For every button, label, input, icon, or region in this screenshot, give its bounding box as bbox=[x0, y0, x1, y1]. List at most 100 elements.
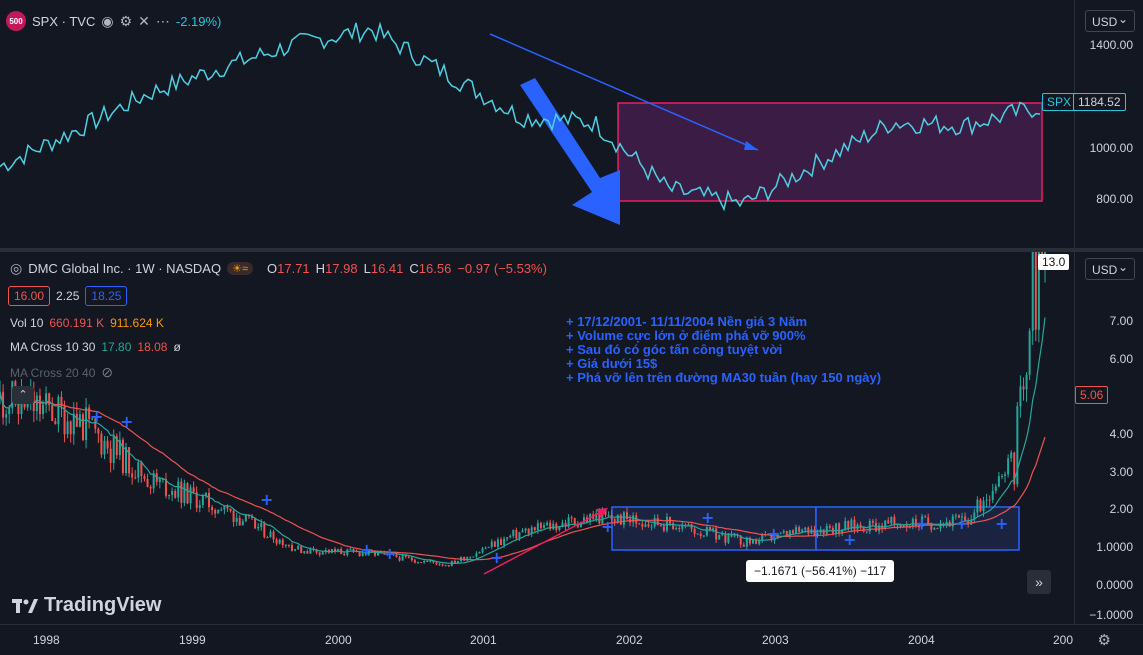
year-label: 1998 bbox=[33, 633, 60, 647]
candle-body bbox=[377, 552, 380, 556]
spx-currency-button[interactable]: USD bbox=[1085, 8, 1135, 32]
candle-body bbox=[512, 530, 515, 536]
spx-chart-canvas[interactable] bbox=[0, 0, 1075, 248]
candle-body bbox=[813, 529, 816, 536]
candle-body bbox=[936, 528, 939, 530]
tradingview-logo-icon bbox=[12, 598, 38, 613]
candle-body bbox=[699, 533, 702, 537]
spx-symbol-label[interactable]: SPX · TVC bbox=[32, 13, 96, 29]
candle-body bbox=[552, 523, 555, 529]
candle-body bbox=[976, 499, 979, 513]
candle-body bbox=[509, 535, 512, 538]
candle-body bbox=[444, 565, 447, 567]
settings-icon[interactable]: ⚙ bbox=[119, 12, 133, 29]
close-icon[interactable]: ✕ bbox=[138, 12, 150, 29]
candle-body bbox=[1022, 386, 1025, 390]
candle-body bbox=[226, 505, 229, 509]
candle-body bbox=[429, 560, 432, 562]
candle-body bbox=[973, 512, 976, 520]
candle-body bbox=[453, 560, 456, 564]
candle-body bbox=[742, 544, 745, 547]
bid-button[interactable]: 16.00 bbox=[8, 286, 51, 306]
tradingview-logo[interactable]: TradingView bbox=[12, 594, 161, 617]
collapse-legend-button[interactable]: ⌃ bbox=[12, 386, 34, 404]
candle-body bbox=[45, 393, 48, 405]
dmc-price-axis[interactable]: USD 7.00 6.00 4.00 3.00 2.00 1.0000 0.00… bbox=[1074, 252, 1143, 624]
annotation-line: + 17/12/2001- 11/11/2004 Nền giá 3 Năm bbox=[566, 314, 808, 329]
candle-body bbox=[570, 517, 573, 519]
candle-body bbox=[770, 533, 773, 541]
time-axis[interactable]: 1998 1999 2000 2001 2002 2003 2004 200 ⚙ bbox=[0, 624, 1143, 655]
volume-label[interactable]: Vol 10 bbox=[10, 316, 44, 330]
candle-body bbox=[174, 491, 177, 498]
earnings-icon[interactable]: ☀≈ bbox=[227, 262, 253, 275]
dmc-tick: 0.0000 bbox=[1096, 578, 1133, 592]
candle-body bbox=[164, 478, 167, 496]
candle-body bbox=[306, 551, 309, 554]
candle-body bbox=[5, 414, 8, 418]
candle-body bbox=[294, 549, 297, 551]
more-icon[interactable]: ⋯ bbox=[155, 12, 170, 29]
dmc-pane[interactable]: ++++++++++++++ ◎ DMC Global Inc. · 1W · … bbox=[0, 252, 1143, 624]
volume-marker: + bbox=[767, 524, 780, 543]
candle-body bbox=[100, 433, 103, 455]
spx-pane[interactable]: 500 SPX · TVC ◉ ⚙ ✕ ⋯ -2.19%) USD 1400.0… bbox=[0, 0, 1143, 248]
candle-body bbox=[795, 527, 798, 534]
ma-cross-value-3: ø bbox=[173, 340, 181, 354]
candle-body bbox=[675, 527, 678, 529]
volume-value-1: 660.191 K bbox=[49, 316, 105, 330]
scroll-to-latest-button[interactable]: » bbox=[1027, 570, 1051, 594]
candle-body bbox=[109, 448, 112, 463]
candle-body bbox=[957, 515, 960, 518]
dmc-last-price: 5.06 bbox=[1075, 386, 1109, 404]
volume-marker: + bbox=[120, 412, 133, 431]
candle-body bbox=[715, 528, 718, 540]
spx-change: -2.19%) bbox=[175, 13, 222, 29]
eye-off-icon[interactable]: ⊘ bbox=[101, 364, 114, 380]
candle-body bbox=[217, 509, 220, 514]
double-chevron-right-icon: » bbox=[1035, 574, 1043, 590]
candle-body bbox=[441, 564, 444, 566]
candle-body bbox=[287, 544, 290, 546]
dmc-chart-canvas[interactable]: ++++++++++++++ bbox=[0, 252, 1075, 624]
candle-body bbox=[334, 548, 337, 552]
annotation-text[interactable]: + 17/12/2001- 11/11/2004 Nền giá 3 Năm +… bbox=[566, 315, 881, 385]
year-label: 2004 bbox=[908, 633, 935, 647]
ma-cross-label[interactable]: MA Cross 10 30 bbox=[10, 340, 96, 354]
eye-icon[interactable]: ◉ bbox=[101, 12, 114, 29]
candle-body bbox=[798, 527, 801, 532]
candle-body bbox=[850, 519, 853, 529]
candle-body bbox=[518, 532, 521, 539]
ma-cross-hidden-label[interactable]: MA Cross 20 40 bbox=[10, 365, 96, 380]
volume-marker: + bbox=[843, 530, 856, 549]
candle-body bbox=[432, 560, 435, 563]
dmc-tick: 7.00 bbox=[1109, 314, 1133, 328]
candle-body bbox=[939, 524, 942, 529]
candle-body bbox=[595, 513, 598, 519]
candle-body bbox=[241, 521, 244, 526]
candle-body bbox=[816, 532, 819, 536]
candle-body bbox=[146, 478, 149, 487]
spx-price-axis[interactable]: USD 1400.00 1000.00 800.00 bbox=[1074, 0, 1143, 248]
candle-body bbox=[88, 407, 91, 419]
volume-marker: + bbox=[955, 514, 968, 533]
ask-button[interactable]: 18.25 bbox=[85, 286, 128, 306]
candle-body bbox=[724, 533, 727, 543]
candle-body bbox=[143, 476, 146, 479]
settings-gear-icon[interactable]: ⚙ bbox=[1097, 632, 1111, 649]
candle-body bbox=[303, 551, 306, 554]
spx-symbol-badge: 500 bbox=[6, 11, 26, 31]
candle-body bbox=[619, 514, 622, 525]
spx-tick: 1400.00 bbox=[1089, 38, 1133, 52]
candle-body bbox=[598, 513, 601, 524]
candle-body bbox=[204, 492, 207, 496]
dmc-title[interactable]: DMC Global Inc. · 1W · NASDAQ bbox=[28, 261, 222, 276]
pane-separator[interactable] bbox=[0, 248, 1143, 252]
candle-body bbox=[195, 492, 198, 509]
candle-body bbox=[315, 549, 318, 553]
candle-body bbox=[887, 520, 890, 524]
dmc-currency-button[interactable]: USD bbox=[1085, 256, 1135, 280]
candle-body bbox=[478, 551, 481, 554]
ohlc-h-label: H bbox=[315, 261, 326, 276]
candle-body bbox=[398, 557, 401, 561]
